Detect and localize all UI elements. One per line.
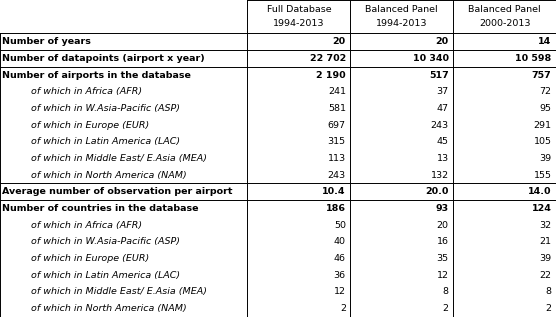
Text: 186: 186	[326, 204, 346, 213]
Text: of which in Europe (EUR): of which in Europe (EUR)	[31, 120, 149, 130]
Text: 12: 12	[436, 271, 449, 280]
Text: 16: 16	[436, 237, 449, 246]
Text: 10 340: 10 340	[413, 54, 449, 63]
Text: 37: 37	[436, 87, 449, 96]
Text: 14: 14	[538, 37, 552, 46]
Text: 2: 2	[443, 304, 449, 313]
Text: 113: 113	[327, 154, 346, 163]
Text: of which in W.Asia-Pacific (ASP): of which in W.Asia-Pacific (ASP)	[31, 237, 180, 246]
Text: 20.0: 20.0	[425, 187, 449, 196]
Text: 581: 581	[328, 104, 346, 113]
Text: Number of countries in the database: Number of countries in the database	[2, 204, 198, 213]
Text: 20: 20	[436, 221, 449, 230]
Text: 697: 697	[328, 120, 346, 130]
Text: 21: 21	[539, 237, 552, 246]
Text: 14.0: 14.0	[528, 187, 552, 196]
Text: 315: 315	[327, 137, 346, 146]
Text: 72: 72	[539, 87, 552, 96]
Text: 22: 22	[539, 271, 552, 280]
Text: 35: 35	[436, 254, 449, 263]
Text: 517: 517	[429, 70, 449, 80]
Text: Balanced Panel: Balanced Panel	[365, 5, 438, 15]
Text: of which in Africa (AFR): of which in Africa (AFR)	[31, 221, 142, 230]
Text: 40: 40	[334, 237, 346, 246]
Text: 2000-2013: 2000-2013	[479, 19, 530, 28]
Text: 45: 45	[436, 137, 449, 146]
Text: 39: 39	[539, 254, 552, 263]
Text: 243: 243	[430, 120, 449, 130]
Text: 155: 155	[534, 171, 552, 180]
Text: Number of years: Number of years	[2, 37, 91, 46]
Text: 50: 50	[334, 221, 346, 230]
Text: of which in W.Asia-Pacific (ASP): of which in W.Asia-Pacific (ASP)	[31, 104, 180, 113]
Text: 36: 36	[334, 271, 346, 280]
Text: 46: 46	[334, 254, 346, 263]
Text: 47: 47	[436, 104, 449, 113]
Text: of which in North America (NAM): of which in North America (NAM)	[31, 171, 186, 180]
Text: 1994-2013: 1994-2013	[376, 19, 428, 28]
Text: of which in Latin America (LAC): of which in Latin America (LAC)	[31, 271, 180, 280]
Text: 241: 241	[328, 87, 346, 96]
Text: 132: 132	[430, 171, 449, 180]
Text: Balanced Panel: Balanced Panel	[468, 5, 541, 15]
Text: 2: 2	[545, 304, 552, 313]
Text: 757: 757	[532, 70, 552, 80]
Text: 32: 32	[539, 221, 552, 230]
Text: 2 190: 2 190	[316, 70, 346, 80]
Text: 10 598: 10 598	[515, 54, 552, 63]
Text: Number of datapoints (airport x year): Number of datapoints (airport x year)	[2, 54, 205, 63]
Text: 124: 124	[532, 204, 552, 213]
Text: 105: 105	[534, 137, 552, 146]
Text: Number of airports in the database: Number of airports in the database	[2, 70, 191, 80]
Text: Average number of observation per airport: Average number of observation per airpor…	[2, 187, 233, 196]
Text: of which in Latin America (LAC): of which in Latin America (LAC)	[31, 137, 180, 146]
Text: of which in Africa (AFR): of which in Africa (AFR)	[31, 87, 142, 96]
Text: 93: 93	[435, 204, 449, 213]
Text: 20: 20	[435, 37, 449, 46]
Text: 13: 13	[436, 154, 449, 163]
Text: of which in Europe (EUR): of which in Europe (EUR)	[31, 254, 149, 263]
Text: 243: 243	[327, 171, 346, 180]
Text: 10.4: 10.4	[322, 187, 346, 196]
Text: of which in North America (NAM): of which in North America (NAM)	[31, 304, 186, 313]
Text: of which in Middle East/ E.Asia (MEA): of which in Middle East/ E.Asia (MEA)	[31, 154, 207, 163]
Text: 12: 12	[334, 288, 346, 296]
Text: 291: 291	[534, 120, 552, 130]
Text: 22 702: 22 702	[310, 54, 346, 63]
Text: 95: 95	[539, 104, 552, 113]
Text: 39: 39	[539, 154, 552, 163]
Text: Full Database: Full Database	[266, 5, 331, 15]
Text: 1994-2013: 1994-2013	[273, 19, 325, 28]
Text: 20: 20	[332, 37, 346, 46]
Text: 2: 2	[340, 304, 346, 313]
Text: of which in Middle East/ E.Asia (MEA): of which in Middle East/ E.Asia (MEA)	[31, 288, 207, 296]
Text: 8: 8	[443, 288, 449, 296]
Text: 8: 8	[545, 288, 552, 296]
